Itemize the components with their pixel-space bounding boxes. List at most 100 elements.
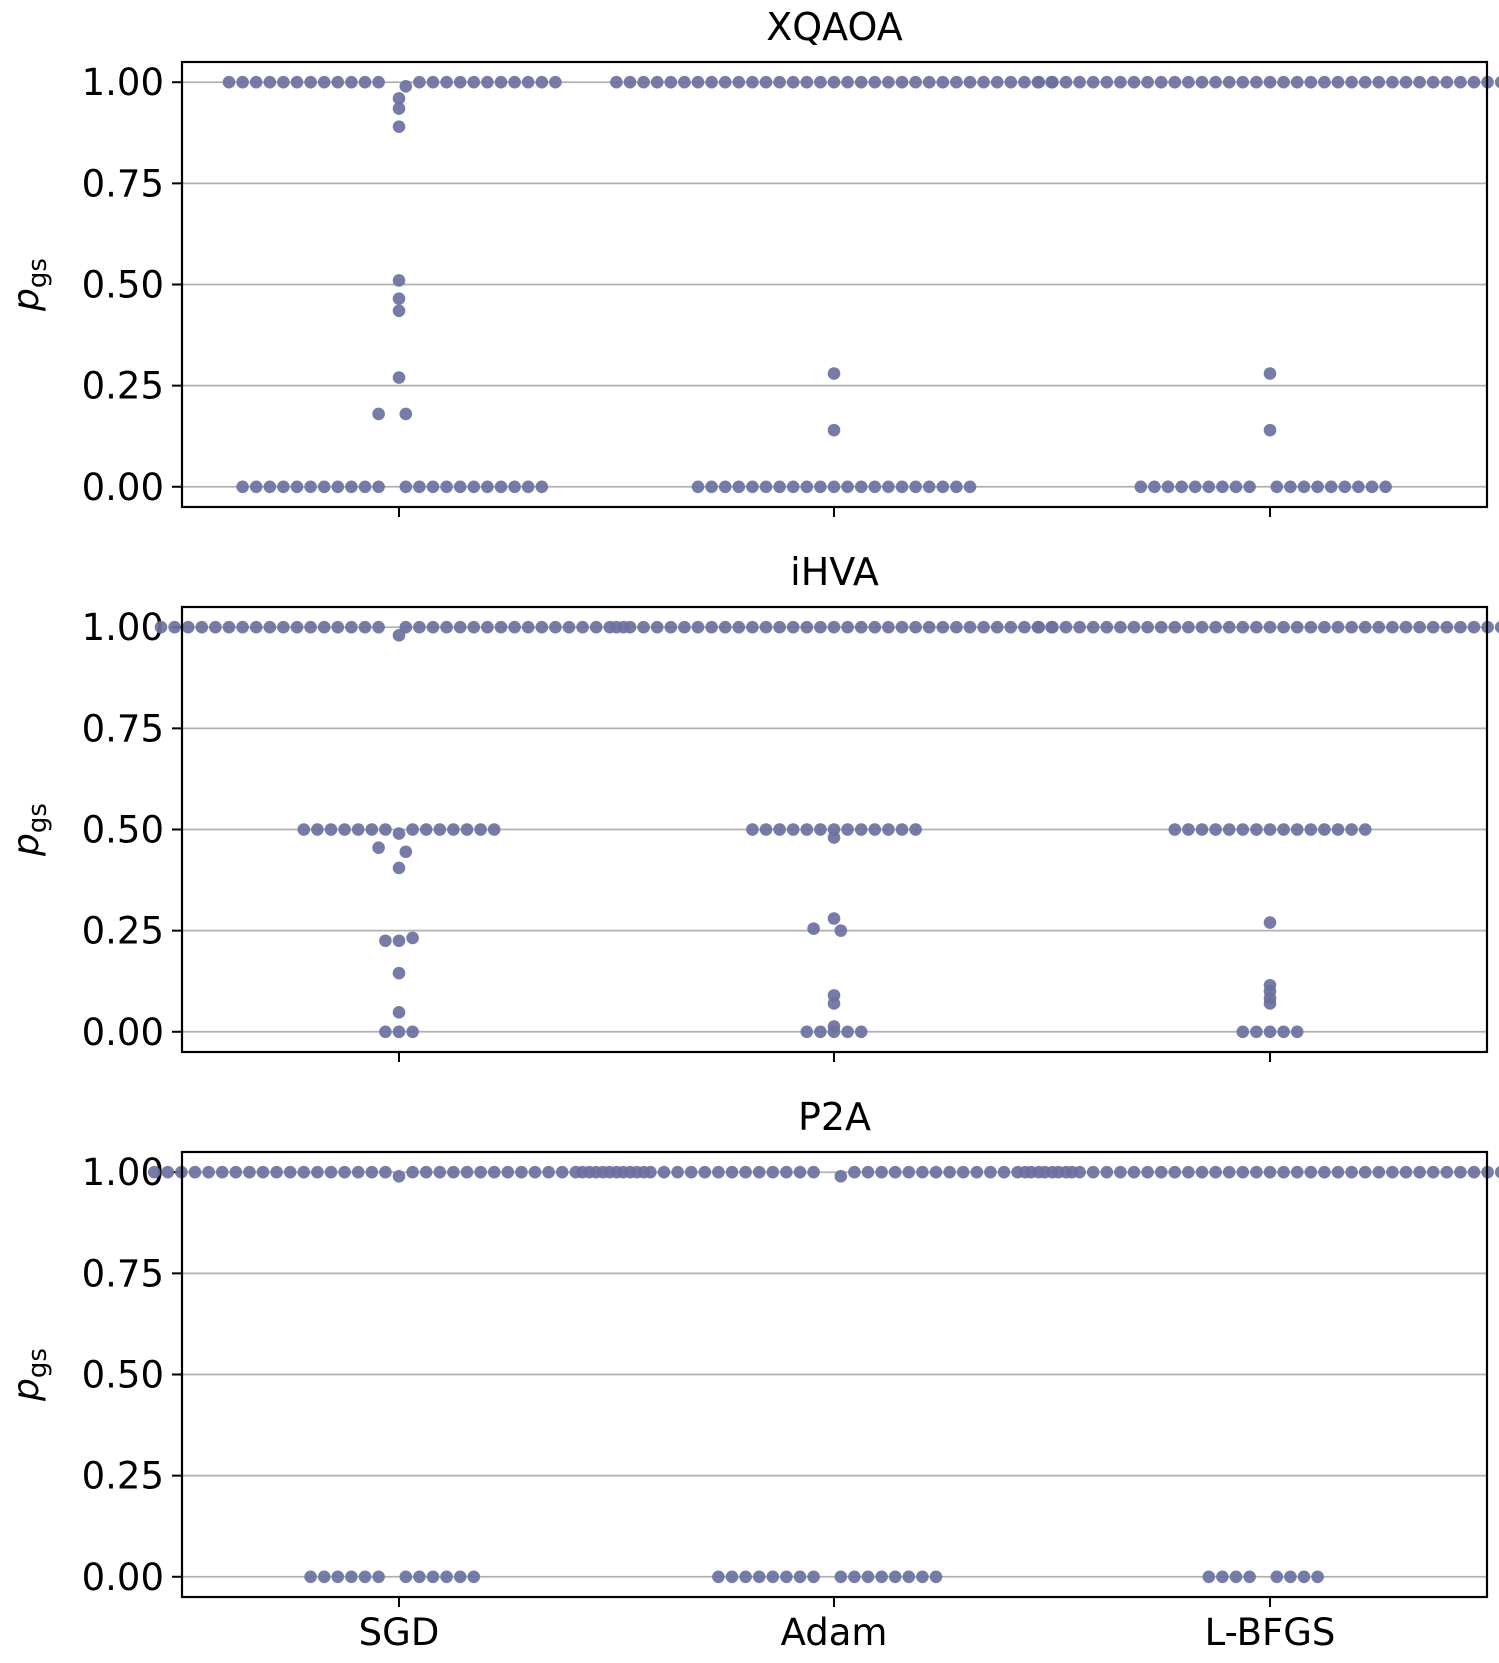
data-point	[854, 1025, 868, 1039]
data-point	[1372, 75, 1386, 89]
data-point	[413, 480, 426, 494]
data-point	[508, 620, 521, 634]
data-point	[691, 75, 705, 89]
data-point	[236, 75, 249, 89]
data-point	[1399, 1165, 1413, 1179]
data-point	[657, 1165, 671, 1179]
data-point	[888, 1570, 902, 1584]
y-axis-title-main: p	[6, 288, 47, 312]
data-point	[304, 620, 317, 634]
data-point	[1154, 75, 1168, 89]
data-point	[331, 620, 345, 634]
data-point	[1182, 620, 1195, 634]
data-point	[331, 480, 345, 494]
data-point	[1073, 75, 1086, 89]
data-point	[1277, 620, 1290, 634]
data-point	[1229, 480, 1243, 494]
data-point	[732, 480, 746, 494]
data-point	[807, 1165, 820, 1179]
x-tick-label-adam: Adam	[781, 1611, 888, 1654]
data-point	[814, 75, 827, 89]
data-point	[1277, 823, 1290, 836]
data-point	[644, 1165, 657, 1179]
data-point	[311, 1165, 324, 1179]
data-point	[1004, 620, 1018, 634]
data-point	[1114, 1165, 1127, 1179]
data-point	[848, 1570, 861, 1584]
data-point	[331, 1570, 345, 1584]
data-point	[882, 823, 895, 836]
data-point	[902, 1570, 916, 1584]
data-point	[712, 1165, 725, 1179]
data-point	[1318, 1165, 1331, 1179]
data-point	[1209, 1165, 1222, 1179]
data-point	[447, 823, 460, 836]
data-point	[419, 1165, 433, 1179]
data-point	[963, 620, 977, 634]
data-point	[895, 75, 909, 89]
data-point	[780, 1570, 793, 1584]
data-point	[467, 480, 481, 494]
data-point	[1277, 1165, 1290, 1179]
data-point	[1263, 1165, 1277, 1179]
data-point	[236, 620, 249, 634]
y-tick-label: 0.75	[82, 162, 164, 205]
data-point	[453, 75, 467, 89]
data-point	[1311, 1570, 1324, 1584]
data-point	[263, 620, 277, 634]
data-point	[487, 1165, 501, 1179]
data-point	[1222, 1165, 1236, 1179]
data-point	[1018, 620, 1031, 634]
data-point	[1263, 997, 1277, 1010]
data-point	[1154, 620, 1168, 634]
data-point	[827, 912, 841, 925]
data-point	[834, 1570, 848, 1584]
data-point	[1318, 620, 1331, 634]
data-point	[882, 480, 895, 494]
data-point	[800, 620, 814, 634]
y-tick-label: 0.50	[82, 264, 164, 307]
panel-title: XQAOA	[766, 5, 903, 49]
data-point	[1386, 1165, 1399, 1179]
y-axis-title: pgs	[6, 258, 53, 312]
data-point	[684, 1165, 698, 1179]
data-point	[1202, 1570, 1216, 1584]
data-point	[977, 75, 990, 89]
data-point	[521, 620, 535, 634]
data-point	[290, 480, 304, 494]
data-point	[474, 1165, 487, 1179]
data-point	[691, 480, 705, 494]
data-point	[1161, 480, 1175, 494]
data-point	[1168, 1165, 1182, 1179]
data-point	[1202, 480, 1216, 494]
data-point	[542, 1165, 555, 1179]
data-point	[399, 407, 413, 421]
data-point	[868, 480, 882, 494]
data-point	[1263, 75, 1277, 89]
data-point	[263, 75, 277, 89]
data-point	[365, 1165, 379, 1179]
y-axis-title-main: p	[6, 833, 47, 857]
data-point	[780, 1165, 793, 1179]
data-point	[413, 75, 426, 89]
data-point	[739, 1570, 752, 1584]
data-point	[392, 934, 406, 948]
data-point	[861, 1165, 875, 1179]
data-point	[263, 480, 277, 494]
data-point	[1168, 620, 1182, 634]
data-point	[154, 620, 168, 634]
data-point	[338, 823, 351, 836]
data-point	[1277, 75, 1290, 89]
data-point	[392, 292, 406, 305]
data-point	[1059, 620, 1073, 634]
data-point	[1086, 1165, 1100, 1179]
data-point	[1440, 75, 1454, 89]
data-point	[419, 823, 433, 836]
data-point	[1440, 1165, 1454, 1179]
data-point	[854, 480, 868, 494]
data-point	[664, 620, 678, 634]
data-point	[1018, 75, 1031, 89]
data-point	[277, 620, 290, 634]
data-point	[317, 75, 331, 89]
data-point	[549, 75, 562, 89]
